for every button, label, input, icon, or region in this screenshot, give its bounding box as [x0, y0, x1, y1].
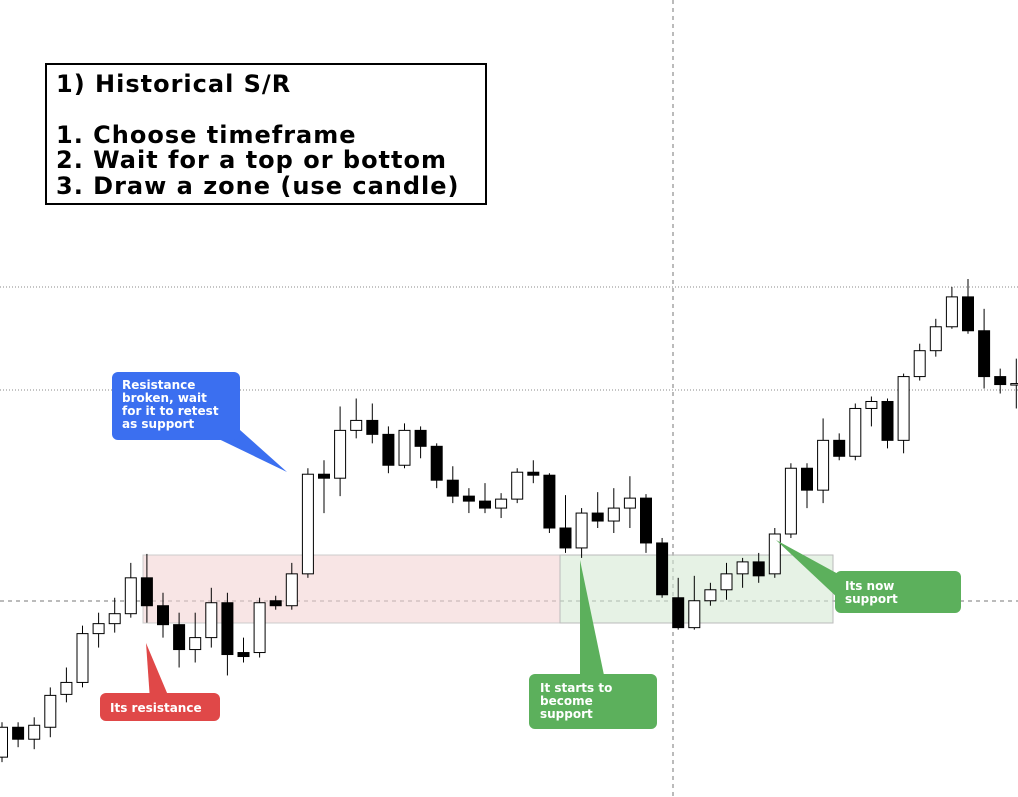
- pointer: [776, 540, 840, 600]
- candle-body: [253, 602, 266, 654]
- candle-body: [366, 419, 379, 435]
- candle-body: [12, 726, 25, 740]
- candle-body: [672, 597, 685, 629]
- candle-body: [849, 407, 862, 457]
- candle-body: [157, 605, 169, 626]
- candle-body: [269, 600, 282, 607]
- candle-body: [382, 433, 395, 466]
- candle-body: [430, 445, 443, 481]
- callout-red: [100, 693, 220, 721]
- pointer: [200, 430, 287, 472]
- candle-body: [768, 533, 781, 575]
- candle-body: [640, 497, 652, 544]
- callout-text: for it to retest: [122, 404, 219, 418]
- candle-body: [752, 561, 765, 577]
- candle-body: [881, 400, 894, 441]
- candles: [0, 278, 1018, 763]
- candle-body: [897, 376, 910, 441]
- candle-body: [656, 542, 669, 596]
- candle-body: [736, 561, 749, 575]
- candle-body: [108, 613, 121, 625]
- candle-body: [301, 473, 314, 575]
- candle-body: [76, 633, 89, 683]
- pointer: [146, 643, 170, 700]
- candle-body: [0, 726, 8, 758]
- callout-green: [835, 571, 961, 613]
- candle-body: [92, 623, 105, 635]
- candle-body: [543, 474, 556, 529]
- candle-body: [607, 507, 620, 522]
- callout-text: Resistance: [122, 378, 195, 392]
- candle-body: [575, 512, 588, 549]
- candle-body: [913, 350, 926, 378]
- candle-body: [60, 681, 73, 695]
- header-title: 1) Historical S/R: [56, 70, 291, 98]
- callout-text: It starts to: [540, 681, 612, 695]
- header-box: [45, 63, 487, 205]
- callout-text: broken, wait: [122, 391, 207, 405]
- candle-body: [817, 439, 830, 491]
- candle-body: [688, 600, 701, 629]
- callout-text: Its now: [845, 579, 894, 593]
- candle-body: [28, 724, 41, 740]
- candle-body: [865, 400, 878, 409]
- candle-body: [124, 577, 137, 615]
- candle-body: [173, 624, 186, 651]
- callout-text: support: [540, 707, 593, 721]
- candle-body: [527, 471, 540, 476]
- candle-body: [189, 637, 202, 651]
- callout-text: as support: [122, 417, 194, 431]
- candle-body: [318, 473, 330, 479]
- candle-body: [623, 497, 636, 509]
- callout-text: support: [845, 592, 898, 606]
- candle-body: [559, 527, 572, 549]
- candle-body: [446, 479, 459, 497]
- candle-body: [945, 296, 958, 328]
- candle-body: [591, 512, 604, 522]
- callout-green: [529, 674, 657, 729]
- candle-body: [1010, 383, 1018, 386]
- candle-body: [285, 573, 298, 607]
- candle-body: [784, 467, 797, 535]
- candle-body: [994, 376, 1007, 386]
- step: 1. Choose timeframe: [56, 121, 357, 149]
- candle-body: [205, 602, 218, 639]
- step: 2. Wait for a top or bottom: [56, 146, 447, 174]
- callout-text: Its resistance: [110, 701, 202, 715]
- candle-body: [334, 429, 347, 479]
- candle-body: [929, 326, 942, 352]
- candle-body: [479, 500, 491, 509]
- callout-text: become: [540, 694, 593, 708]
- candle-body: [398, 429, 411, 466]
- candle-body: [720, 573, 733, 591]
- pointer: [580, 560, 605, 680]
- callout-blue: [112, 372, 240, 440]
- candle-body: [801, 467, 813, 491]
- candle-body: [962, 296, 974, 332]
- candle-body: [414, 429, 427, 447]
- step: 3. Draw a zone (use candle): [56, 172, 460, 200]
- candle-body: [140, 577, 153, 607]
- candle-body: [495, 498, 508, 509]
- candle-body: [237, 652, 250, 658]
- candle-body: [44, 694, 57, 728]
- candle-body: [462, 495, 475, 502]
- candle-body: [978, 330, 991, 378]
- candle-body: [350, 419, 363, 431]
- candle-body: [704, 589, 717, 602]
- candle-body: [221, 602, 234, 656]
- candle-body: [833, 439, 846, 457]
- candle-body: [511, 471, 524, 500]
